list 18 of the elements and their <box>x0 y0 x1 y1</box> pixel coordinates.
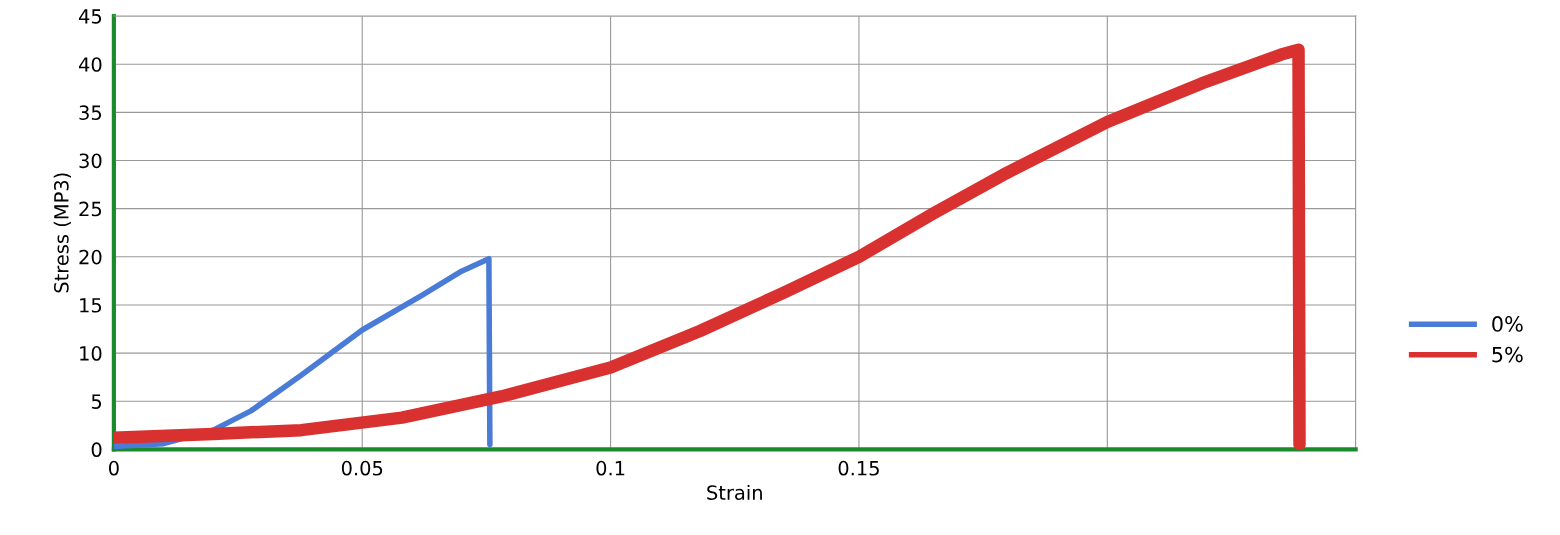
y-tick-label: 20 <box>79 249 102 265</box>
x-tick-label: 0.05 <box>341 460 383 476</box>
x-tick-label: 0.15 <box>838 460 879 476</box>
y-tick-label: 30 <box>79 153 102 169</box>
x-tick-label: 0 <box>108 460 119 476</box>
y-axis-title: Stress (MP3) <box>53 173 71 293</box>
y-tick-label: 10 <box>80 346 102 361</box>
legend-label: 0% <box>1492 316 1523 332</box>
y-tick-label: 35 <box>79 105 102 121</box>
y-tick-label: 40 <box>78 57 102 72</box>
y-tick-label: 15 <box>80 298 102 313</box>
y-tick-label: 5 <box>91 394 102 409</box>
y-tick-label: 25 <box>79 201 102 217</box>
y-tick-label: 0 <box>91 442 102 458</box>
x-axis-title: Strain <box>707 484 762 500</box>
legend-label: 5% <box>1492 346 1523 363</box>
x-tick-label: 0.1 <box>596 460 625 476</box>
y-tick-label: 45 <box>78 9 102 24</box>
